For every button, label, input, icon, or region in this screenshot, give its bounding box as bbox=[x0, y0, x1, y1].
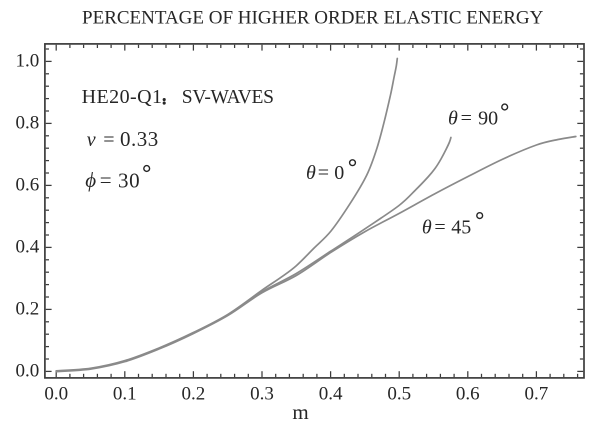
svg-text:m: m bbox=[292, 400, 308, 424]
svg-text:=: = bbox=[318, 162, 329, 184]
svg-text:0.4: 0.4 bbox=[16, 237, 40, 258]
svg-text:0.4: 0.4 bbox=[319, 384, 343, 405]
svg-text:0.0: 0.0 bbox=[16, 361, 40, 382]
svg-text:=: = bbox=[461, 108, 472, 130]
svg-text:0.6: 0.6 bbox=[16, 175, 40, 196]
svg-text:θ: θ bbox=[306, 162, 316, 184]
svg-text:30: 30 bbox=[118, 169, 140, 193]
svg-text:0.1: 0.1 bbox=[113, 384, 137, 405]
svg-text:0.2: 0.2 bbox=[182, 384, 206, 405]
svg-text:=: = bbox=[103, 129, 114, 151]
svg-text:ν: ν bbox=[87, 129, 96, 151]
svg-text:HE20-Q1: HE20-Q1 bbox=[82, 86, 163, 108]
svg-text:0.2: 0.2 bbox=[16, 299, 40, 320]
svg-text:θ: θ bbox=[448, 108, 458, 130]
svg-text:90: 90 bbox=[478, 108, 498, 130]
svg-text:PERCENTAGE OF HIGHER ORDER ELA: PERCENTAGE OF HIGHER ORDER ELASTIC ENERG… bbox=[82, 8, 544, 29]
svg-text:0.0: 0.0 bbox=[44, 384, 68, 405]
svg-text:=: = bbox=[100, 168, 112, 192]
svg-text:θ: θ bbox=[422, 217, 432, 239]
svg-text:ϕ: ϕ bbox=[85, 168, 96, 192]
svg-text:0.7: 0.7 bbox=[525, 384, 549, 405]
svg-text:0.6: 0.6 bbox=[456, 384, 480, 405]
svg-text:0.33: 0.33 bbox=[120, 127, 159, 151]
svg-text:=: = bbox=[434, 217, 445, 239]
svg-text:SV-WAVES: SV-WAVES bbox=[182, 87, 274, 108]
svg-text:0.3: 0.3 bbox=[250, 384, 274, 405]
svg-text:1.0: 1.0 bbox=[16, 51, 40, 72]
svg-text:0: 0 bbox=[334, 162, 344, 184]
svg-text:0.5: 0.5 bbox=[387, 384, 411, 405]
svg-text:0.8: 0.8 bbox=[16, 113, 40, 134]
svg-text:45: 45 bbox=[451, 217, 471, 239]
